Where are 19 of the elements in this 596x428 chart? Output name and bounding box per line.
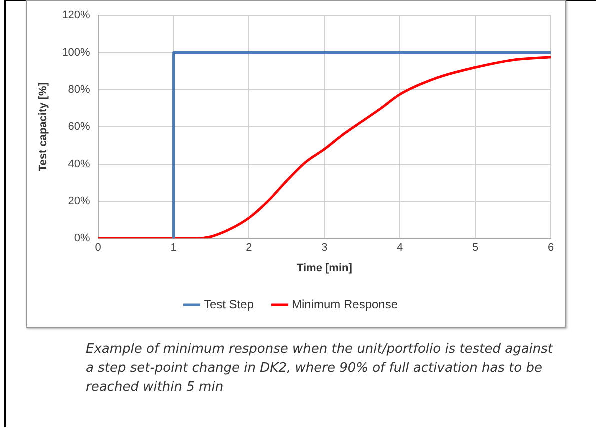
text: Example of minimum response when the unit/portfolio is tested against a step set-point change in DK2, where 90% of full activation has to be reached within 5 min xyxy=(86,341,554,397)
x-tick-label: 3 xyxy=(322,242,328,254)
y-tick-label: 80% xyxy=(68,84,91,96)
x-axis-title: Time [min] xyxy=(296,262,353,274)
y-tick-label: 40% xyxy=(68,158,91,170)
legend-label: Minimum Response xyxy=(292,297,398,312)
x-tick-label: 4 xyxy=(397,242,404,254)
x-tick-label: 6 xyxy=(548,242,554,254)
y-tick-label: 100% xyxy=(62,46,91,59)
x-tick-label: 5 xyxy=(472,242,479,254)
x-tick-label: 1 xyxy=(170,242,177,254)
x-tick-label: 0 xyxy=(95,242,102,254)
legend-label: Test Step xyxy=(204,297,254,312)
x-tick-label: 2 xyxy=(246,242,252,254)
y-tick-label: 60% xyxy=(68,121,91,134)
y-tick-label: 20% xyxy=(68,195,91,208)
y-tick-label: 0% xyxy=(74,232,91,245)
y-axis-title: Test capacity [%] xyxy=(38,82,50,172)
y-tick-label: 120% xyxy=(62,10,91,22)
